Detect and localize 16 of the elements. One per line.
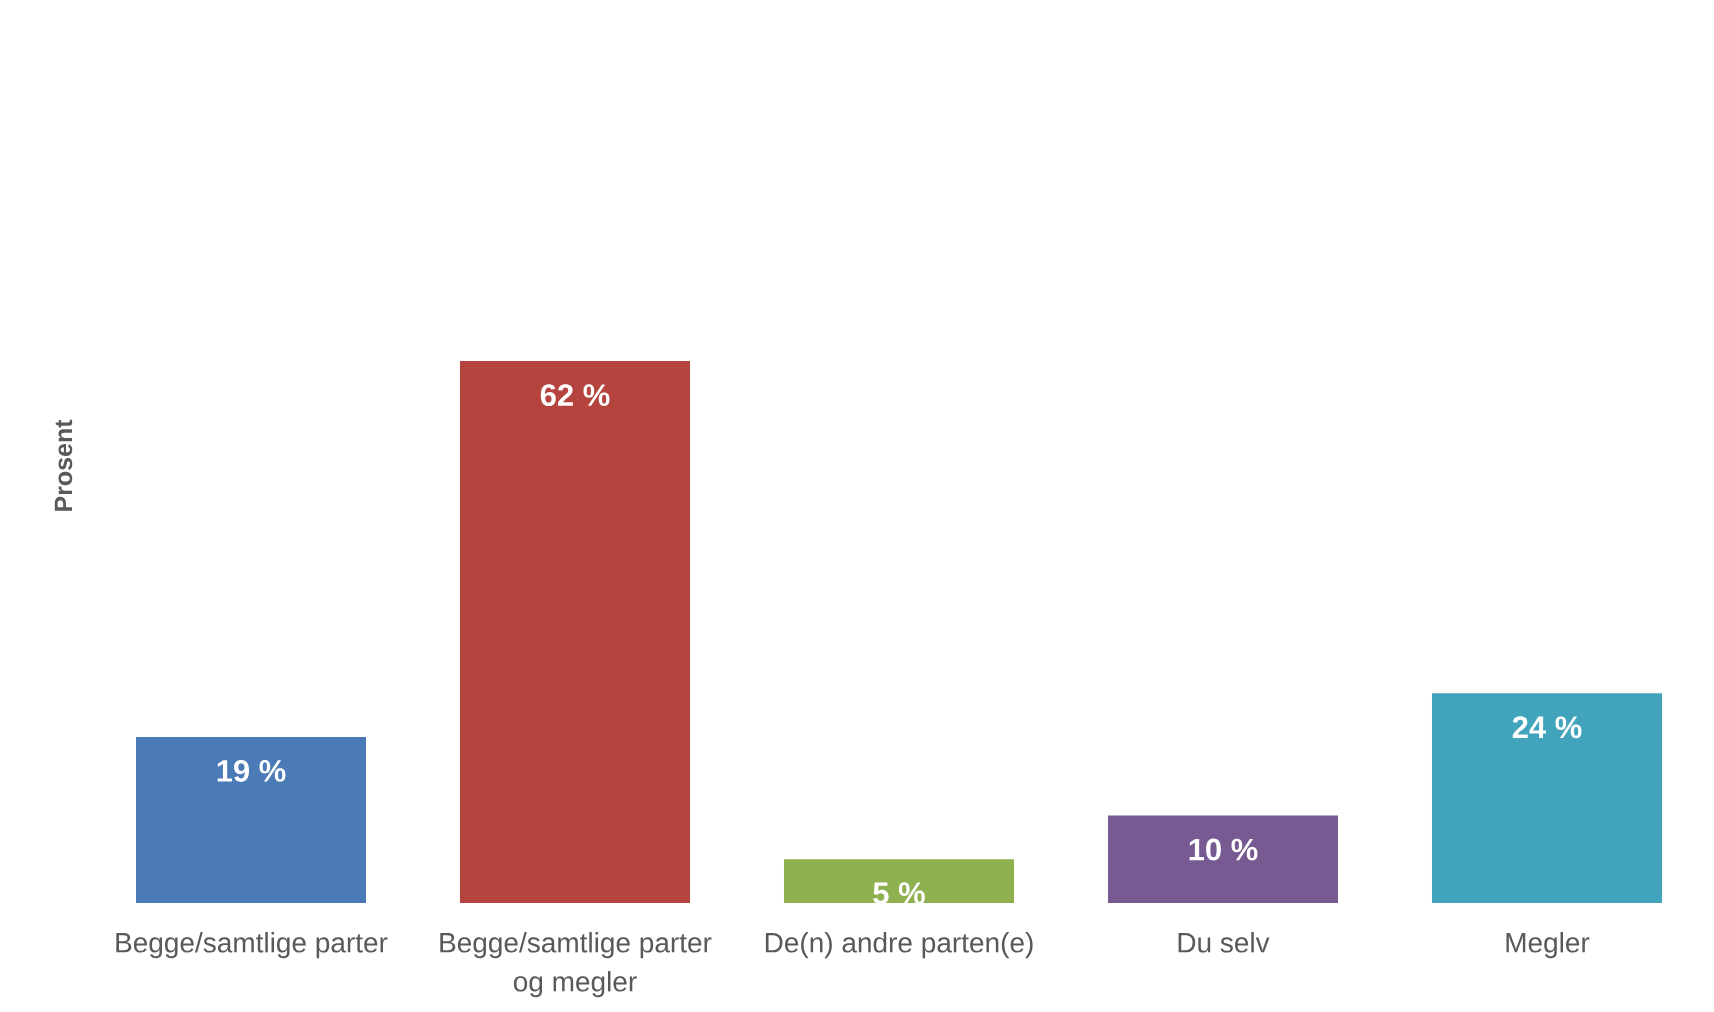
data-label: 24 % <box>1512 716 1582 739</box>
data-label: 5 % <box>873 882 925 905</box>
x-tick-label: Begge/samtlige parter <box>116 932 388 959</box>
bar <box>135 736 367 903</box>
x-tick-label: Begge/samtlige parter og megler <box>440 932 712 998</box>
x-tick-label: De(n) andre parten(e) <box>765 932 1033 959</box>
data-label: 62 % <box>540 384 610 407</box>
bar <box>459 361 691 903</box>
data-label: 19 % <box>217 759 286 782</box>
bar <box>783 859 1015 903</box>
data-label: 10 % <box>1189 838 1258 861</box>
bar <box>1107 815 1339 903</box>
x-tick-label: Megler <box>1506 932 1590 959</box>
bar <box>1431 693 1663 903</box>
x-tick-label: Du selv <box>1178 932 1270 953</box>
y-axis-title: Prosent <box>54 419 73 511</box>
